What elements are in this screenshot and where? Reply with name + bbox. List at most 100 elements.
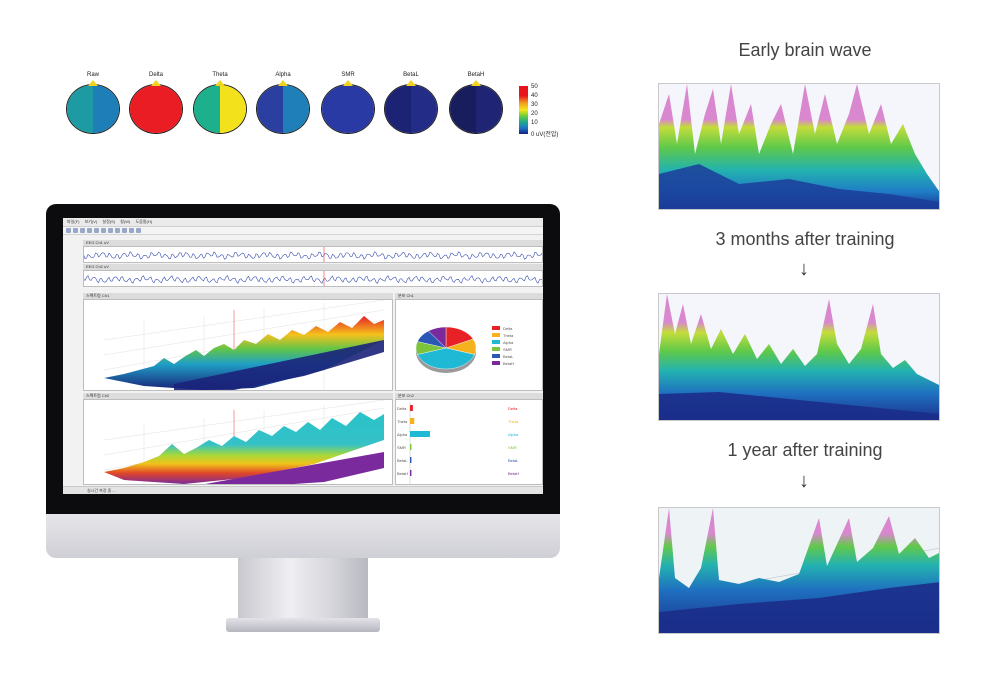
toolbar-new-icon[interactable] (66, 228, 71, 233)
pie-legend-swatch (492, 354, 500, 358)
nose-marker-icon (215, 80, 225, 86)
scale-tick: 50 (531, 84, 538, 90)
eeg-ch2-panel (83, 270, 543, 287)
toolbar-open-icon[interactable] (73, 228, 78, 233)
monitor-stand (238, 558, 368, 622)
scale-tick: 30 (531, 102, 538, 108)
head-map (321, 84, 375, 134)
scale-tick: 40 (531, 93, 538, 99)
wave-3d-1-year (659, 508, 939, 633)
nose-marker-icon (88, 80, 98, 86)
menu-item-file[interactable]: 파일(F) (67, 219, 80, 224)
arrow-down-icon: ↓ (799, 258, 809, 280)
head-map (129, 84, 183, 134)
pie-legend-label: BetaL (503, 354, 514, 359)
pie-panel-header: 분포 Ch1 (395, 293, 543, 299)
menu-bar: 파일(F) 보기(V) 설정(S) 창(W) 도움말(H) (63, 218, 543, 227)
nose-marker-icon (471, 80, 481, 86)
bars-panel-header: 분포 Ch2 (395, 393, 543, 399)
topomap-label: SMR (341, 72, 355, 78)
eeg-ch2-trace (84, 271, 542, 286)
toolbar-stop-icon[interactable] (94, 228, 99, 233)
wave-3d-3-months (659, 294, 939, 420)
topomap-label: Raw (86, 72, 99, 78)
eeg-ch2-header: EEG Ch2 uV (83, 264, 543, 270)
toolbar-help-icon[interactable] (129, 228, 134, 233)
menu-item-window[interactable]: 창(W) (120, 219, 131, 224)
topomap-raw: Raw (63, 72, 123, 138)
wave-3d-early (659, 84, 939, 209)
pie-legend-label: BetaH (503, 361, 514, 366)
pie-legend-label: Alpha (503, 340, 514, 345)
bar-side-label: SMR (508, 445, 517, 450)
bar-label: Alpha (397, 432, 408, 437)
pie-slice-alpha (417, 347, 475, 370)
toolbar-save-icon[interactable] (80, 228, 85, 233)
bar-label: BetaL (397, 458, 408, 463)
toolbar-settings-icon[interactable] (108, 228, 113, 233)
color-scale-bar (519, 86, 528, 134)
wave-plot-1-year (658, 507, 940, 634)
toolbar (63, 227, 543, 235)
monitor-screen: 파일(F) 보기(V) 설정(S) 창(W) 도움말(H) EEG Ch1 uV… (63, 218, 543, 494)
toolbar-close-icon[interactable] (136, 228, 141, 233)
pie-legend-swatch (492, 333, 500, 337)
topomap-label: BetaH (467, 72, 485, 78)
bar-label: Theta (397, 419, 408, 424)
head-map (449, 84, 503, 134)
monitor-chin (46, 514, 560, 558)
bar-betah (410, 470, 412, 476)
topomap-label: BetaL (403, 72, 419, 78)
wave-plot-3-months (658, 293, 940, 421)
nose-marker-icon (151, 80, 161, 86)
monitor-stand-base (226, 618, 380, 632)
bar-label: Delta (397, 406, 407, 411)
head-map (66, 84, 120, 134)
pie-legend-label: Delta (503, 326, 513, 331)
topomap-betal: BetaL (381, 72, 441, 138)
topomap-alpha: Alpha (253, 72, 313, 138)
spectrum-ch2-3d-plot (103, 400, 385, 484)
spectrum-ch2-header: 스펙트럼 Ch2 (83, 393, 393, 399)
head-map (256, 84, 310, 134)
arrow-down-icon: ↓ (799, 470, 809, 492)
topomap-label: Theta (212, 72, 228, 78)
menu-item-view[interactable]: 보기(V) (84, 219, 98, 224)
toolbar-play-icon[interactable] (87, 228, 92, 233)
band-pie-chart: Delta Theta Alpha SMR BetaL BetaH (415, 326, 514, 373)
scale-tick: 0 uV(전압) (531, 132, 559, 138)
bar-delta (410, 405, 413, 411)
nose-marker-icon (406, 80, 416, 86)
menu-item-settings[interactable]: 설정(S) (102, 219, 116, 224)
menu-item-help[interactable]: 도움말(H) (135, 219, 153, 224)
pie-legend-swatch (492, 347, 500, 351)
head-map (193, 84, 247, 134)
pie-legend-label: SMR (503, 347, 512, 352)
spectrum-ch2-panel (83, 399, 393, 485)
toolbar-export-icon[interactable] (115, 228, 120, 233)
bar-label: SMR (397, 445, 406, 450)
spectrum-ch1-3d-plot (103, 300, 385, 390)
bar-side-label: Delta (508, 406, 518, 411)
wave-plot-early (658, 83, 940, 210)
bar-smr (410, 444, 412, 450)
toolbar-print-icon[interactable] (122, 228, 127, 233)
caption-early: Early brain wave (738, 40, 872, 60)
bar-theta (410, 418, 415, 424)
bar-side-label: BetaH (508, 471, 519, 476)
pie-legend-swatch (492, 340, 500, 344)
bar-alpha (410, 431, 430, 437)
caption-1-year: 1 year after training (727, 440, 883, 460)
topomap-theta: Theta (190, 72, 250, 138)
toolbar-record-icon[interactable] (101, 228, 106, 233)
topomap-label: Alpha (275, 72, 291, 78)
eeg-ch1-trace (84, 247, 542, 262)
topomap-betah: BetaH (446, 72, 506, 138)
status-bar: 실시간 측정 중 ... (63, 486, 543, 494)
eeg-ch1-panel (83, 246, 543, 263)
bar-label: BetaH (397, 471, 408, 476)
bar-betal (410, 457, 412, 463)
bars-panel: Delta Delta Theta Theta Alpha Alpha SMR SMR Beta… (395, 399, 543, 485)
pie-legend-swatch (492, 361, 500, 365)
bar-side-label: BetaL (508, 458, 519, 463)
